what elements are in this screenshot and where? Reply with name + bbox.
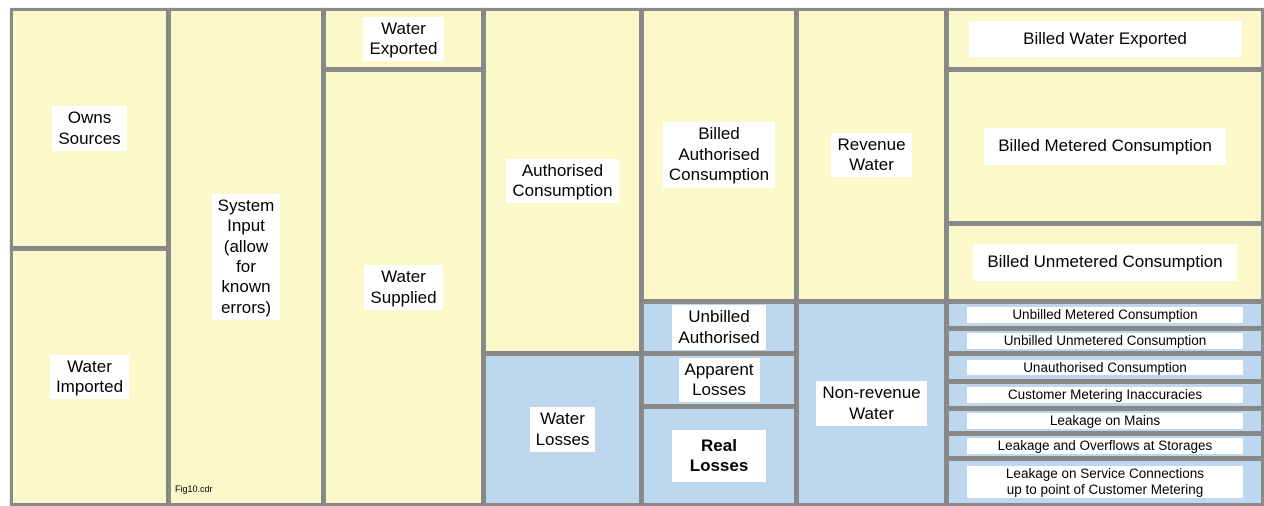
balance-cell: Revenue Water bbox=[796, 8, 947, 302]
label-line: Real bbox=[701, 435, 737, 455]
cell-label: System Input (allow for known errors) bbox=[211, 193, 281, 321]
label-line: Unbilled Unmetered Consumption bbox=[1003, 333, 1207, 349]
label-line: Water bbox=[849, 155, 894, 174]
cell-label: Non-revenue Water bbox=[816, 381, 927, 426]
label-line: Sources bbox=[58, 128, 121, 148]
label-line: Losses bbox=[692, 380, 746, 399]
label-line: Consumption bbox=[668, 165, 770, 185]
label-line: Water bbox=[540, 409, 585, 429]
balance-cell: Authorised Consumption bbox=[483, 8, 642, 354]
label-line: (allow bbox=[223, 236, 269, 256]
cell-label: Leakage and Overflows at Storages bbox=[967, 438, 1243, 454]
label-line: Exported bbox=[369, 39, 438, 58]
label-line: Billed Unmetered Consumption bbox=[987, 252, 1223, 272]
cell-label: Owns Sources bbox=[52, 106, 127, 151]
balance-cell: Water Exported bbox=[323, 8, 484, 70]
cell-label: Water Exported bbox=[363, 16, 444, 62]
label-line: Imported bbox=[55, 377, 124, 396]
balance-cell: Non-revenue Water bbox=[796, 301, 947, 506]
label-line: Billed bbox=[698, 124, 740, 144]
label-line: Unbilled bbox=[688, 307, 750, 327]
cell-label: Unauthorised Consumption bbox=[967, 359, 1243, 376]
label-line: Supplied bbox=[370, 287, 437, 307]
label-line: Apparent bbox=[684, 359, 754, 379]
label-line: Water bbox=[67, 356, 112, 376]
cell-label: Apparent Losses bbox=[678, 357, 760, 403]
balance-cell: Billed Metered Consumption bbox=[946, 69, 1264, 224]
label-line: up to point of Customer Metering bbox=[1006, 482, 1204, 497]
balance-cell: System Input (allow for known errors) bbox=[168, 8, 324, 506]
label-line: Customer Metering Inaccuracies bbox=[1007, 387, 1203, 403]
balance-cell: Unbilled Unmetered Consumption bbox=[946, 328, 1264, 354]
balance-cell: Water Supplied bbox=[323, 69, 484, 506]
cell-label: Leakage on Service Connections up to poin… bbox=[967, 466, 1243, 498]
label-line: Authorised bbox=[678, 144, 760, 164]
label-line: Owns bbox=[67, 108, 112, 128]
cell-label: Billed Unmetered Consumption bbox=[973, 244, 1237, 281]
balance-cell: Owns Sources bbox=[10, 8, 169, 249]
cell-label: Unbilled Authorised bbox=[672, 305, 766, 350]
label-line: Billed Metered Consumption bbox=[998, 136, 1212, 156]
balance-cell: Leakage on Service Connections up to poin… bbox=[946, 458, 1264, 506]
label-line: Water bbox=[381, 18, 426, 38]
cell-label: Water Losses bbox=[529, 407, 596, 452]
balance-cell: Leakage on Mains bbox=[946, 408, 1264, 434]
balance-cell: Apparent Losses bbox=[641, 353, 797, 407]
cell-label: Real Losses bbox=[671, 429, 767, 483]
figure-id: Fig10.cdr bbox=[175, 484, 213, 494]
label-line: Authorised bbox=[521, 160, 604, 180]
label-line: Unauthorised Consumption bbox=[1023, 359, 1187, 375]
label-line: System bbox=[217, 195, 275, 215]
label-line: Authorised bbox=[678, 327, 760, 347]
label-line: Losses bbox=[535, 429, 590, 449]
label-line: Water bbox=[381, 267, 426, 287]
balance-cell: Unauthorised Consumption bbox=[946, 353, 1264, 382]
balance-cell: Real Losses bbox=[641, 406, 797, 506]
cell-label: Revenue Water bbox=[831, 132, 912, 178]
cell-label: Billed Authorised Consumption bbox=[662, 122, 776, 188]
label-line: Leakage and Overflows at Storages bbox=[997, 438, 1213, 454]
balance-cell: Unbilled Metered Consumption bbox=[946, 301, 1264, 329]
cell-label: Billed Water Exported bbox=[968, 20, 1242, 58]
balance-cell: Water Losses bbox=[483, 353, 642, 506]
cell-label: Billed Metered Consumption bbox=[984, 128, 1226, 165]
label-line: Non-revenue bbox=[822, 383, 921, 403]
cell-label: Unbilled Unmetered Consumption bbox=[967, 333, 1243, 349]
cell-label: Customer Metering Inaccuracies bbox=[967, 387, 1243, 403]
balance-cell: Billed Authorised Consumption bbox=[641, 8, 797, 302]
label-line: Leakage on Mains bbox=[1049, 413, 1161, 429]
balance-cell: Water Imported bbox=[10, 248, 169, 506]
cell-label: Authorised Consumption bbox=[506, 158, 619, 204]
balance-cell: Leakage and Overflows at Storages bbox=[946, 433, 1264, 459]
balance-cell: Billed Unmetered Consumption bbox=[946, 223, 1264, 302]
balance-cell: Billed Water Exported bbox=[946, 8, 1264, 70]
label-line: Consumption bbox=[512, 181, 613, 200]
cell-label: Water Imported bbox=[49, 354, 130, 400]
label-line: Leakage on Service Connections bbox=[1005, 466, 1205, 482]
label-line: for bbox=[236, 257, 256, 276]
balance-cell: Unbilled Authorised bbox=[641, 301, 797, 354]
label-line: Revenue bbox=[837, 134, 906, 154]
label-line: errors) bbox=[220, 297, 272, 317]
cell-label: Water Supplied bbox=[364, 265, 443, 310]
cell-label: Unbilled Metered Consumption bbox=[967, 307, 1243, 323]
label-line: Billed Water Exported bbox=[1023, 28, 1187, 48]
balance-cell: Customer Metering Inaccuracies bbox=[946, 381, 1264, 409]
label-line: Water bbox=[849, 403, 894, 423]
label-line: Losses bbox=[689, 456, 749, 475]
cell-label: Leakage on Mains bbox=[967, 413, 1243, 429]
label-line: known bbox=[221, 277, 271, 297]
label-line: Input bbox=[227, 216, 265, 236]
label-line: Unbilled Metered Consumption bbox=[1012, 307, 1198, 323]
